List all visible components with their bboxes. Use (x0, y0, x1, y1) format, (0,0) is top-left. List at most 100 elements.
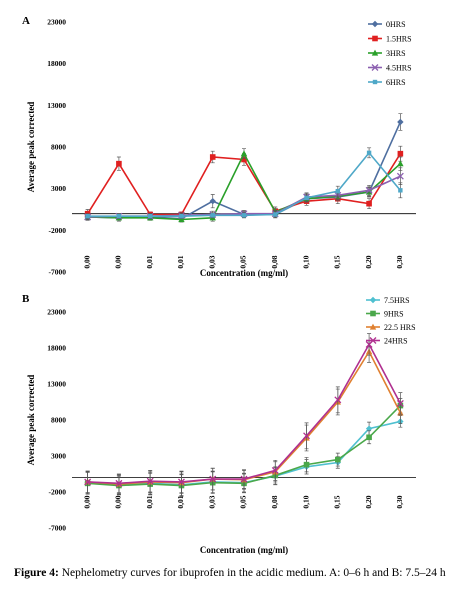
panel-a-data-point (85, 213, 90, 219)
caption-text: Nephelometry curves for ibuprofen in the… (58, 567, 446, 579)
panel-a-y-tick-label: -7000 (49, 268, 67, 277)
panel-a-data-point (398, 188, 403, 193)
panel-b-y-tick-label: -2000 (49, 488, 67, 497)
panel-a-data-point (397, 150, 404, 157)
panel-a-data-point (178, 216, 185, 223)
panel-a-x-tick-label: 0,03 (207, 255, 216, 268)
panel-a-x-tick-label: 0,00 (114, 255, 123, 268)
panel-a-data-point (397, 118, 404, 126)
panel-b-legend-marker (369, 323, 377, 330)
panel-a-x-tick-label: 0,01 (176, 255, 185, 268)
panel-a-y-tick-label: 3000 (51, 184, 66, 193)
panel-a-x-tick-label: 0,10 (301, 255, 310, 268)
panel-b-legend-label: 22.5 HRS (384, 323, 416, 332)
panel-a-data-point (116, 213, 122, 219)
panel-a-legend-marker (372, 79, 378, 85)
panel-a-label: A (22, 15, 30, 27)
panel-b-data-point (209, 475, 217, 483)
panel-b-data-point (303, 432, 311, 440)
panel-a-x-tick-label: 0,20 (364, 255, 373, 268)
panel-a-data-point (304, 195, 309, 201)
panel-a-data-point (240, 150, 248, 157)
panel-a-series-line (87, 121, 402, 220)
panel-a-legend-marker (372, 35, 378, 42)
panel-a-data-point (366, 200, 372, 207)
figure-caption: Figure 4: Nephelometry curves for ibupro… (14, 566, 454, 581)
panel-b-data-point (240, 475, 248, 483)
caption-label: Figure 4: (14, 567, 59, 579)
panel-a-y-tick-label: 23000 (47, 18, 66, 27)
panel-a-y-tick-label: 13000 (47, 101, 66, 110)
panel-b-legend-marker (370, 310, 376, 317)
panel-a-legend-label: 3HRS (386, 49, 406, 58)
panel-a-legend-label: 1.5HRS (386, 35, 412, 44)
panel-b-x-tick-label: 0,03 (207, 495, 216, 508)
panel-b-x-tick-label: 0,20 (364, 495, 373, 508)
panel-a-x-tick-label: 0,05 (239, 255, 248, 268)
panel-a-x-tick-label: 0,00 (82, 255, 91, 268)
chart-canvas: A 23000 18000 13000 8000 3000 -2000 -7000 Averag… (22, 15, 416, 555)
panel-b-x-tick-label: 0,00 (114, 495, 123, 508)
panel-b-y-tick-label: 13000 (47, 380, 66, 389)
panel-b-x-tick-label: 0,15 (333, 495, 342, 508)
panel-b-series-line (87, 342, 402, 485)
panel-a-data-point (273, 212, 278, 217)
panel-a-x-tick-label: 0,30 (395, 255, 404, 268)
panel-a-legend-label: 6HRS (386, 78, 406, 87)
panel-a-legend-label: 0HRS (386, 20, 406, 29)
panel-b-y-tick-label: 18000 (47, 344, 66, 353)
panel-b-data-point (146, 477, 154, 485)
panel-b-x-tick-label: 0,00 (82, 495, 91, 508)
panel-a-legend-marker (371, 64, 379, 71)
panel-a-legend-marker (371, 49, 379, 56)
panel-a-data-point (335, 188, 341, 194)
panel-b-x-tick-label: 0,05 (239, 495, 248, 508)
panel-a-data-point (210, 213, 215, 218)
panel-a-data-point (209, 197, 216, 205)
panel-b-data-point (303, 461, 310, 468)
panel-b-legend-label: 9HRS (384, 310, 404, 319)
panel-a-data-point (179, 213, 184, 219)
panel-b-data-point (396, 399, 404, 407)
panel-b-x-tick-label: 0,08 (270, 495, 279, 508)
panel-b-data-point (335, 456, 341, 463)
panel-a-legend-label: 4.5HRS (386, 64, 412, 73)
panel-b-legend-marker (369, 296, 377, 304)
panel-b-y-tick-label: 8000 (51, 416, 66, 425)
panel-a-x-axis-title: Concentration (mg/ml) (200, 268, 288, 278)
panel-b-data-point (84, 478, 92, 486)
panel-a-x-tick-label: 0,15 (333, 255, 342, 268)
panel-a-data-point (116, 160, 122, 167)
panel-b-legend-marker (369, 337, 377, 344)
panel-a-data-point (209, 154, 216, 160)
panel-b-x-tick-label: 0,10 (301, 495, 310, 508)
panel-b-data-point (115, 479, 123, 487)
panel-b-data-point (177, 478, 185, 486)
panel-b-y-axis-title: Average peak corrected (26, 375, 36, 466)
panel-b-y-tick-label: -7000 (49, 524, 67, 533)
panel-b-y-tick-label: 3000 (51, 452, 66, 461)
panel-a-data-point (365, 186, 373, 194)
panel-a-data-point (366, 150, 372, 156)
panel-b-x-tick-label: 0,30 (395, 495, 404, 508)
panel-b-legend-label: 24HRS (384, 337, 408, 346)
panel-a-y-tick-label: 8000 (51, 143, 66, 152)
panel-b-data-point (365, 425, 373, 432)
panel-a-data-point (147, 213, 153, 219)
panel-a-y-tick-label: -2000 (49, 226, 67, 235)
panel-a-x-tick-label: 0,08 (270, 255, 279, 268)
panel-a-y-tick-label: 18000 (47, 59, 66, 68)
panel-a-data-point (397, 160, 404, 167)
panel-a-data-point (241, 156, 247, 163)
panel-b-x-tick-label: 0,01 (176, 495, 185, 508)
panel-b-data-point (334, 396, 342, 404)
panel-b-data-point (271, 466, 279, 474)
panel-a-x-tick-label: 0,01 (145, 255, 154, 268)
panel-a-data-point (241, 213, 247, 218)
panel-a-y-axis-title: Average peak corrected (26, 102, 36, 193)
panel-b-data-point (366, 434, 372, 441)
panel-b-y-tick-label: 23000 (47, 308, 66, 317)
panel-b-x-axis-title: Concentration (mg/ml) (200, 545, 288, 555)
panel-b-x-tick-label: 0,01 (145, 495, 154, 508)
panel-a-legend-marker (371, 20, 379, 28)
